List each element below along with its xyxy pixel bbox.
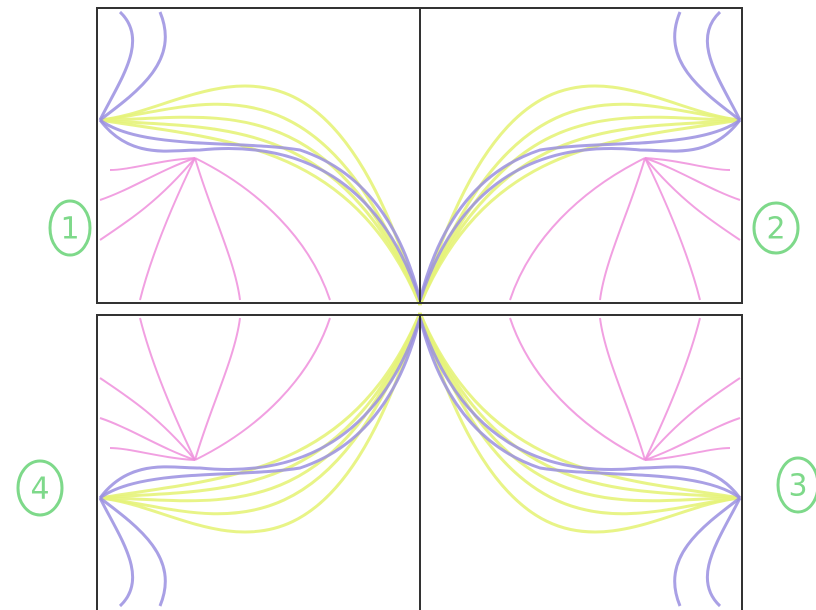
quadrant-label: 4 <box>30 472 49 507</box>
label-circle <box>16 459 64 517</box>
quadrant-label: 1 <box>60 212 79 247</box>
quadrant-drawing <box>418 10 742 307</box>
label-circle <box>752 201 800 255</box>
label-circle <box>48 199 92 257</box>
quadrant-drawing <box>418 311 742 608</box>
quadrant-drawing <box>98 311 422 608</box>
quadrant-label: 3 <box>788 469 807 504</box>
quadrant-drawing <box>98 10 422 307</box>
quadrant-label: 2 <box>766 212 785 247</box>
label-circle <box>776 456 816 514</box>
